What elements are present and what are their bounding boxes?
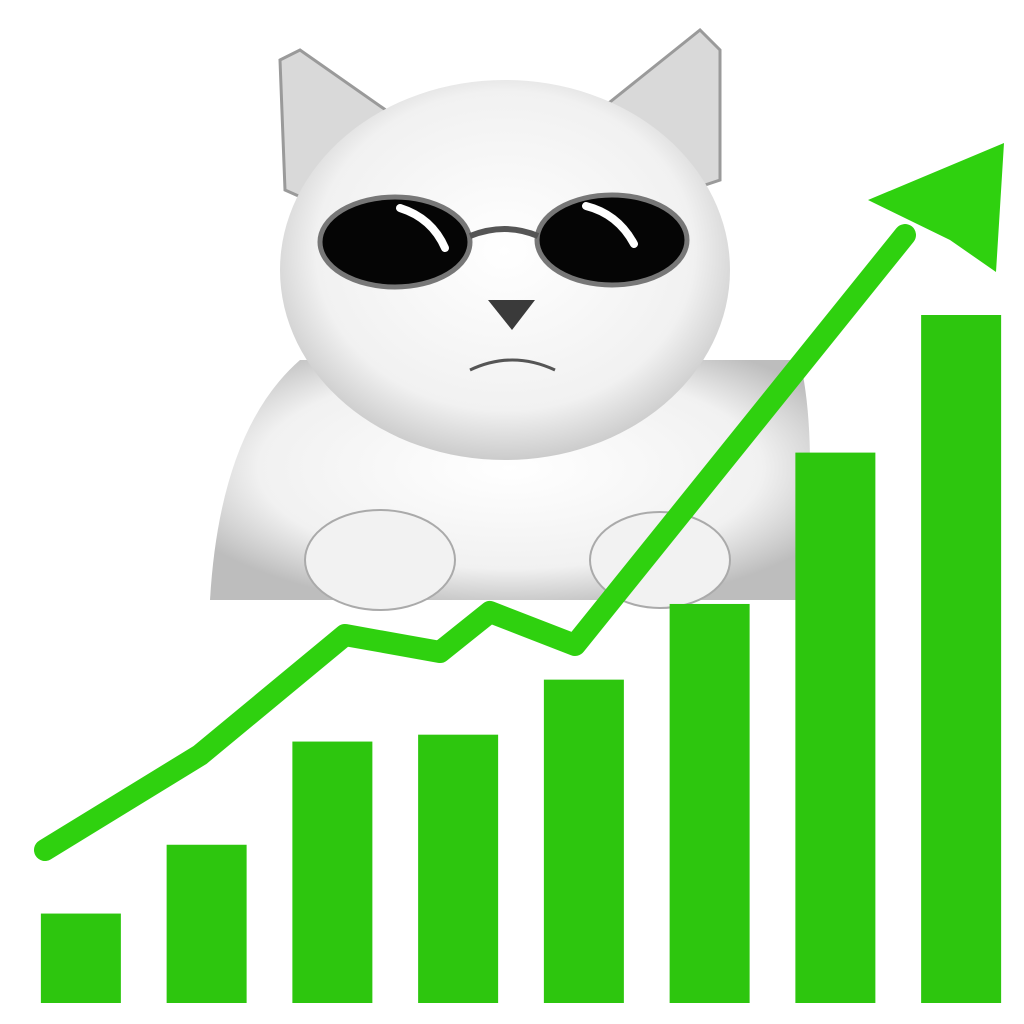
bar xyxy=(669,603,750,1003)
trend-arrow xyxy=(34,143,1004,861)
cat-mouth xyxy=(469,358,556,372)
cat-head xyxy=(280,80,730,460)
glare xyxy=(396,204,449,252)
sunglasses-lens xyxy=(534,192,690,288)
arrow-head xyxy=(868,143,1004,272)
bar xyxy=(40,913,121,1003)
sunglasses-bridge xyxy=(468,226,540,239)
bar xyxy=(166,844,247,1003)
bar xyxy=(292,741,373,1003)
cat-nose xyxy=(488,300,535,330)
bar xyxy=(921,315,1002,1003)
arrow-line xyxy=(34,224,916,861)
glare xyxy=(582,202,638,248)
cat xyxy=(210,27,810,611)
bar xyxy=(543,679,624,1003)
cat-paw xyxy=(304,509,456,611)
sunglasses-lens xyxy=(317,194,473,290)
bars xyxy=(40,315,1002,1004)
bar xyxy=(795,452,876,1004)
bar xyxy=(418,734,499,1003)
